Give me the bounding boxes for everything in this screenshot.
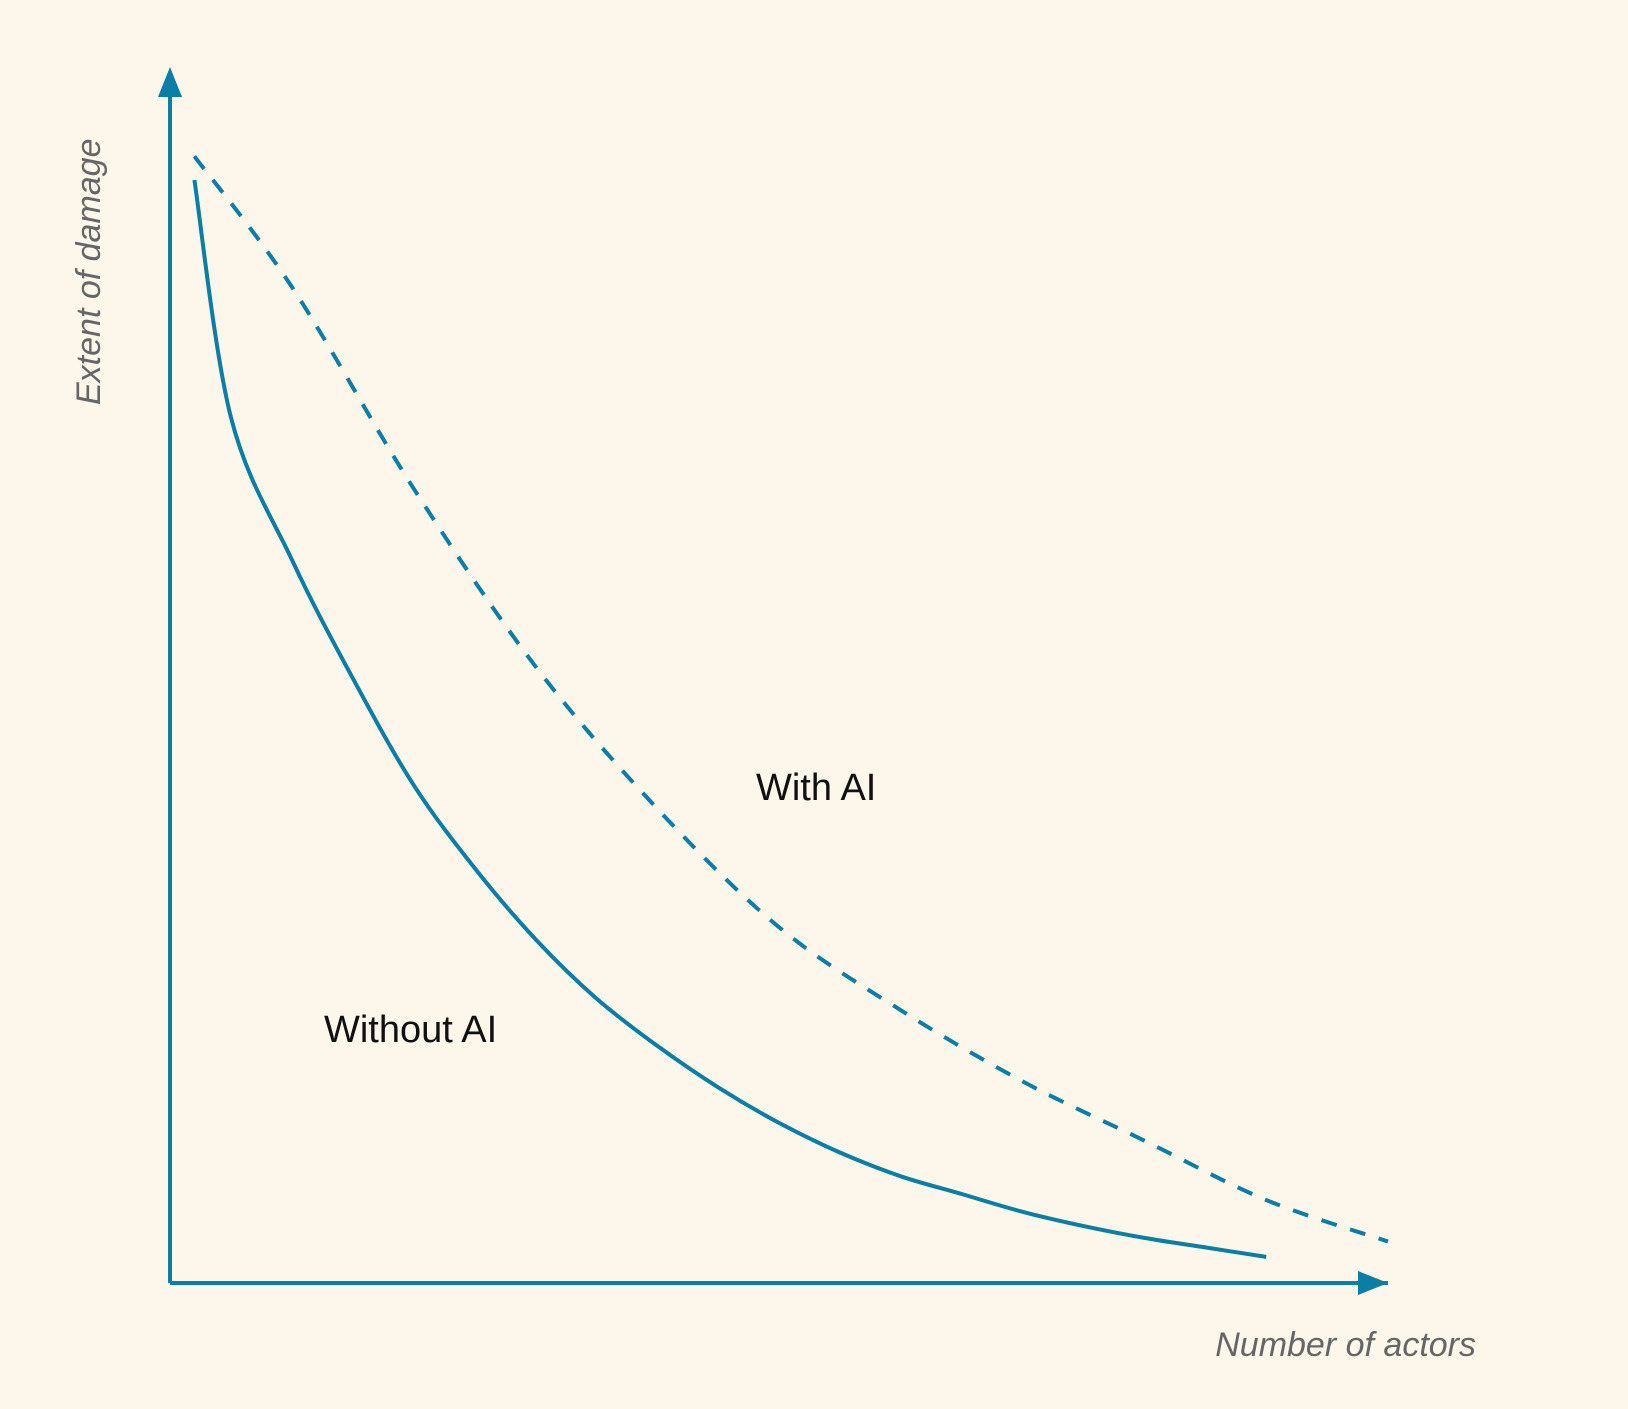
y-axis-arrow-icon <box>158 67 182 97</box>
series-line-without-ai <box>192 179 1267 1259</box>
series-label-without-ai: Without AI <box>324 1009 497 1051</box>
x-axis-arrow-icon <box>1358 1271 1388 1295</box>
series-line-with-ai <box>192 155 1389 1244</box>
series-layer <box>192 155 1389 1259</box>
y-axis-title: Extent of damage <box>70 138 108 405</box>
x-axis-title: Number of actors <box>1215 1326 1476 1364</box>
series-label-with-ai: With AI <box>756 767 876 809</box>
